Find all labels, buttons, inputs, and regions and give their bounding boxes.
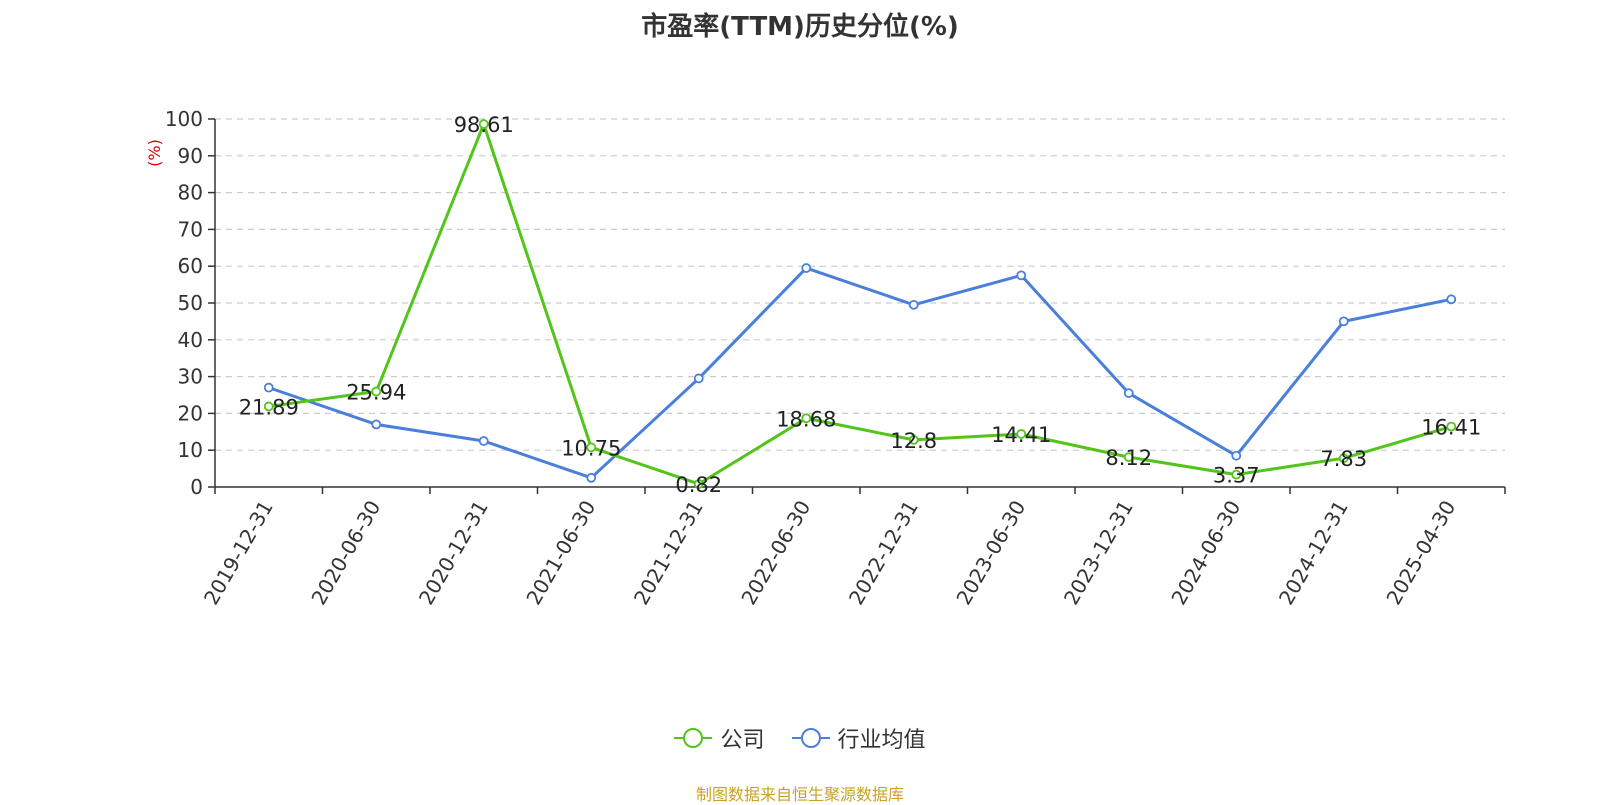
data-point[interactable] (263, 382, 274, 393)
legend-label-industry: 行业均值 (837, 728, 926, 753)
y-tick-label: 90 (178, 144, 203, 168)
data-label: 98.61 (454, 113, 514, 137)
data-label: 0.82 (675, 473, 722, 497)
y-tick-label: 20 (178, 401, 203, 425)
data-label: 10.75 (561, 436, 621, 460)
series-lines (263, 119, 1457, 489)
legend: 公司 行业均值 (0, 722, 1600, 756)
legend-label-company: 公司 (720, 728, 765, 753)
x-tick-label: 2023-12-31 (1059, 496, 1138, 609)
legend-item-industry[interactable]: 行业均值 (791, 722, 926, 754)
data-point[interactable] (478, 436, 489, 446)
series-line-0 (268, 122, 1452, 486)
data-point[interactable] (1123, 452, 1134, 463)
data-label: 8.12 (1105, 446, 1152, 470)
data-point[interactable] (801, 263, 812, 273)
x-tick-label: 2022-12-31 (844, 496, 923, 609)
legend-company-icon (674, 728, 713, 748)
data-point[interactable] (371, 419, 382, 430)
data-point[interactable] (1016, 429, 1027, 439)
data-point[interactable] (586, 472, 597, 483)
data-point[interactable] (1123, 388, 1134, 399)
y-tick-label: 10 (178, 438, 203, 462)
data-point[interactable] (693, 373, 704, 384)
data-point[interactable] (1446, 421, 1457, 432)
data-label: 25.94 (346, 381, 406, 405)
data-label: 3.37 (1213, 464, 1260, 488)
data-label: 12.8 (890, 429, 937, 453)
data-point[interactable] (586, 442, 597, 453)
data-point[interactable] (371, 386, 382, 397)
grid-lines (215, 118, 1505, 451)
data-label: 18.68 (776, 407, 836, 431)
data-label: 14.41 (991, 423, 1051, 447)
data-label: 16.41 (1421, 416, 1481, 440)
series-line-1 (268, 266, 1452, 480)
data-point[interactable] (1231, 450, 1242, 461)
data-point[interactable] (1016, 270, 1027, 281)
y-tick-label: 0 (190, 475, 203, 499)
data-point[interactable] (908, 299, 919, 310)
data-point[interactable] (1446, 294, 1457, 305)
legend-industry-icon (791, 728, 830, 748)
y-tick-label: 30 (178, 365, 203, 389)
data-point[interactable] (801, 413, 812, 424)
x-tick-label: 2020-06-30 (306, 496, 385, 609)
chart-title: 市盈率(TTM)历史分位(%) (641, 12, 959, 42)
x-tick-label: 2023-06-30 (951, 496, 1030, 609)
data-point[interactable] (1338, 316, 1349, 327)
x-tick-label: 2021-06-30 (521, 496, 600, 609)
x-tick-label: 2019-12-31 (199, 496, 278, 609)
x-tick-label: 2025-04-30 (1381, 496, 1460, 609)
y-tick-label: 80 (178, 181, 203, 205)
y-tick-label: 60 (178, 254, 203, 278)
data-point[interactable] (908, 434, 919, 445)
source-note: 制图数据来自恒生聚源数据库 (695, 785, 904, 804)
data-point[interactable] (263, 401, 274, 412)
data-point[interactable] (478, 119, 489, 130)
axes: 0 10 20 30 40 50 60 70 80 90 100 2019-12-31 2020-06-… (165, 107, 1506, 609)
x-tick-label: 2021-12-31 (629, 496, 708, 609)
data-labels: 21.89 25.94 98.61 10.75 0.82 18.68 12.8 14.41 8.… (239, 113, 1482, 497)
y-axis-label: (%) (145, 139, 164, 167)
data-label: 21.89 (239, 395, 299, 419)
x-tick-label: 2024-06-30 (1166, 496, 1245, 609)
data-point[interactable] (1231, 469, 1242, 480)
data-point[interactable] (693, 479, 704, 489)
legend-item-company[interactable]: 公司 (674, 722, 765, 754)
x-tick-label: 2020-12-31 (414, 496, 493, 609)
y-tick-label: 100 (165, 107, 203, 131)
y-tick-label: 40 (178, 328, 203, 352)
data-point[interactable] (1338, 453, 1349, 464)
data-label: 7.83 (1320, 447, 1367, 471)
y-tick-label: 50 (178, 291, 203, 315)
y-tick-label: 70 (178, 217, 203, 241)
x-tick-label: 2024-12-31 (1274, 496, 1353, 609)
x-tick-label: 2022-06-30 (736, 496, 815, 609)
